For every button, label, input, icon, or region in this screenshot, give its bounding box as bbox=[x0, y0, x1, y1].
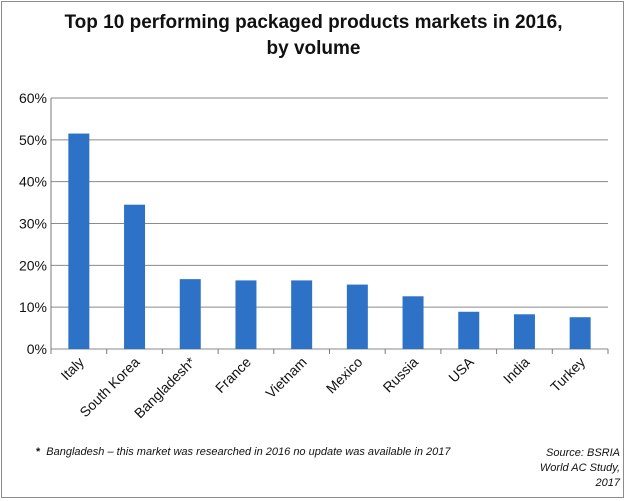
y-tick-label: 50% bbox=[19, 132, 47, 148]
y-tick-label: 10% bbox=[19, 299, 47, 315]
bar bbox=[291, 280, 313, 349]
chart-title-line-1: Top 10 performing packaged products mark… bbox=[64, 12, 563, 33]
x-category-label: India bbox=[500, 354, 533, 387]
x-category-label: Turkey bbox=[547, 354, 588, 395]
chart-title: Top 10 performing packaged products mark… bbox=[0, 10, 627, 62]
footnote: * Bangladesh – this market was researched… bbox=[36, 446, 451, 458]
x-category-label: Russia bbox=[380, 354, 422, 396]
bar bbox=[402, 296, 424, 349]
source-line-3: 2017 bbox=[595, 477, 620, 489]
bar bbox=[235, 280, 257, 349]
bar bbox=[513, 314, 535, 349]
y-tick-label: 30% bbox=[19, 216, 47, 232]
x-category-label: France bbox=[212, 354, 254, 396]
bar bbox=[124, 204, 146, 349]
bar bbox=[68, 133, 90, 349]
y-tick-label: 60% bbox=[19, 90, 47, 106]
bar bbox=[346, 284, 368, 349]
y-tick-label: 20% bbox=[19, 257, 47, 273]
source-line-1: Source: BSRIA bbox=[546, 447, 620, 459]
x-category-label: USA bbox=[445, 353, 477, 385]
bar bbox=[458, 311, 480, 349]
source-note: Source: BSRIA World AC Study, 2017 bbox=[510, 446, 620, 491]
y-tick-label: 40% bbox=[19, 174, 47, 190]
x-category-label: Vietnam bbox=[262, 354, 309, 401]
chart-title-line-2: by volume bbox=[266, 38, 361, 59]
bar bbox=[179, 279, 201, 349]
x-category-label: Italy bbox=[57, 354, 86, 383]
source-line-2: World AC Study, bbox=[539, 462, 620, 474]
bar bbox=[569, 317, 591, 349]
y-tick-label: 0% bbox=[27, 341, 47, 357]
footnote-text: Bangladesh – this market was researched … bbox=[46, 446, 451, 458]
footnote-marker: * bbox=[36, 446, 41, 458]
x-category-label: Mexico bbox=[323, 354, 366, 397]
